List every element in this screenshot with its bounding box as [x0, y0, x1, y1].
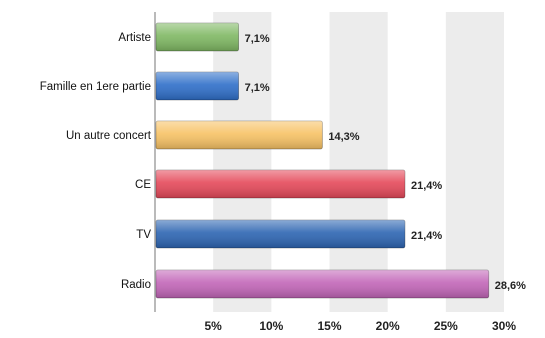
grid-bands	[213, 12, 504, 312]
category-label: Radio	[121, 279, 151, 291]
grid-band	[213, 12, 272, 312]
bar-shading	[156, 72, 239, 100]
bar-shading	[156, 121, 323, 149]
x-tick-label: 20%	[376, 319, 400, 333]
category-label: Artiste	[118, 32, 151, 44]
value-label: 28,6%	[495, 280, 526, 292]
x-tick-labels: 5% 10% 15% 20% 25% 30%	[204, 319, 516, 333]
x-tick-label: 5%	[204, 319, 222, 333]
category-label: TV	[136, 229, 151, 241]
x-tick-label: 25%	[434, 319, 458, 333]
x-tick-label: 30%	[492, 319, 516, 333]
bar-shading	[156, 220, 405, 248]
bar-shading	[156, 23, 239, 51]
bar-shading	[156, 270, 489, 298]
bars-group	[155, 22, 490, 299]
x-tick-label: 15%	[317, 319, 341, 333]
value-label: 21,4%	[411, 230, 442, 242]
value-label: 14,3%	[328, 131, 359, 143]
category-labels: Artiste Famille en 1ere partie Un autre co…	[40, 32, 152, 291]
x-tick-label: 10%	[259, 319, 283, 333]
value-label: 21,4%	[411, 180, 442, 192]
category-label: Un autre concert	[66, 130, 152, 142]
grid-band	[445, 12, 504, 312]
category-label: Famille en 1ere partie	[40, 81, 151, 93]
bar-shading	[156, 170, 405, 198]
grid-band	[329, 12, 388, 312]
category-label: CE	[135, 179, 151, 191]
value-labels: 7,1% 7,1% 14,3% 21,4% 21,4% 28,6%	[245, 33, 527, 292]
value-label: 7,1%	[245, 82, 270, 94]
value-label: 7,1%	[245, 33, 270, 45]
